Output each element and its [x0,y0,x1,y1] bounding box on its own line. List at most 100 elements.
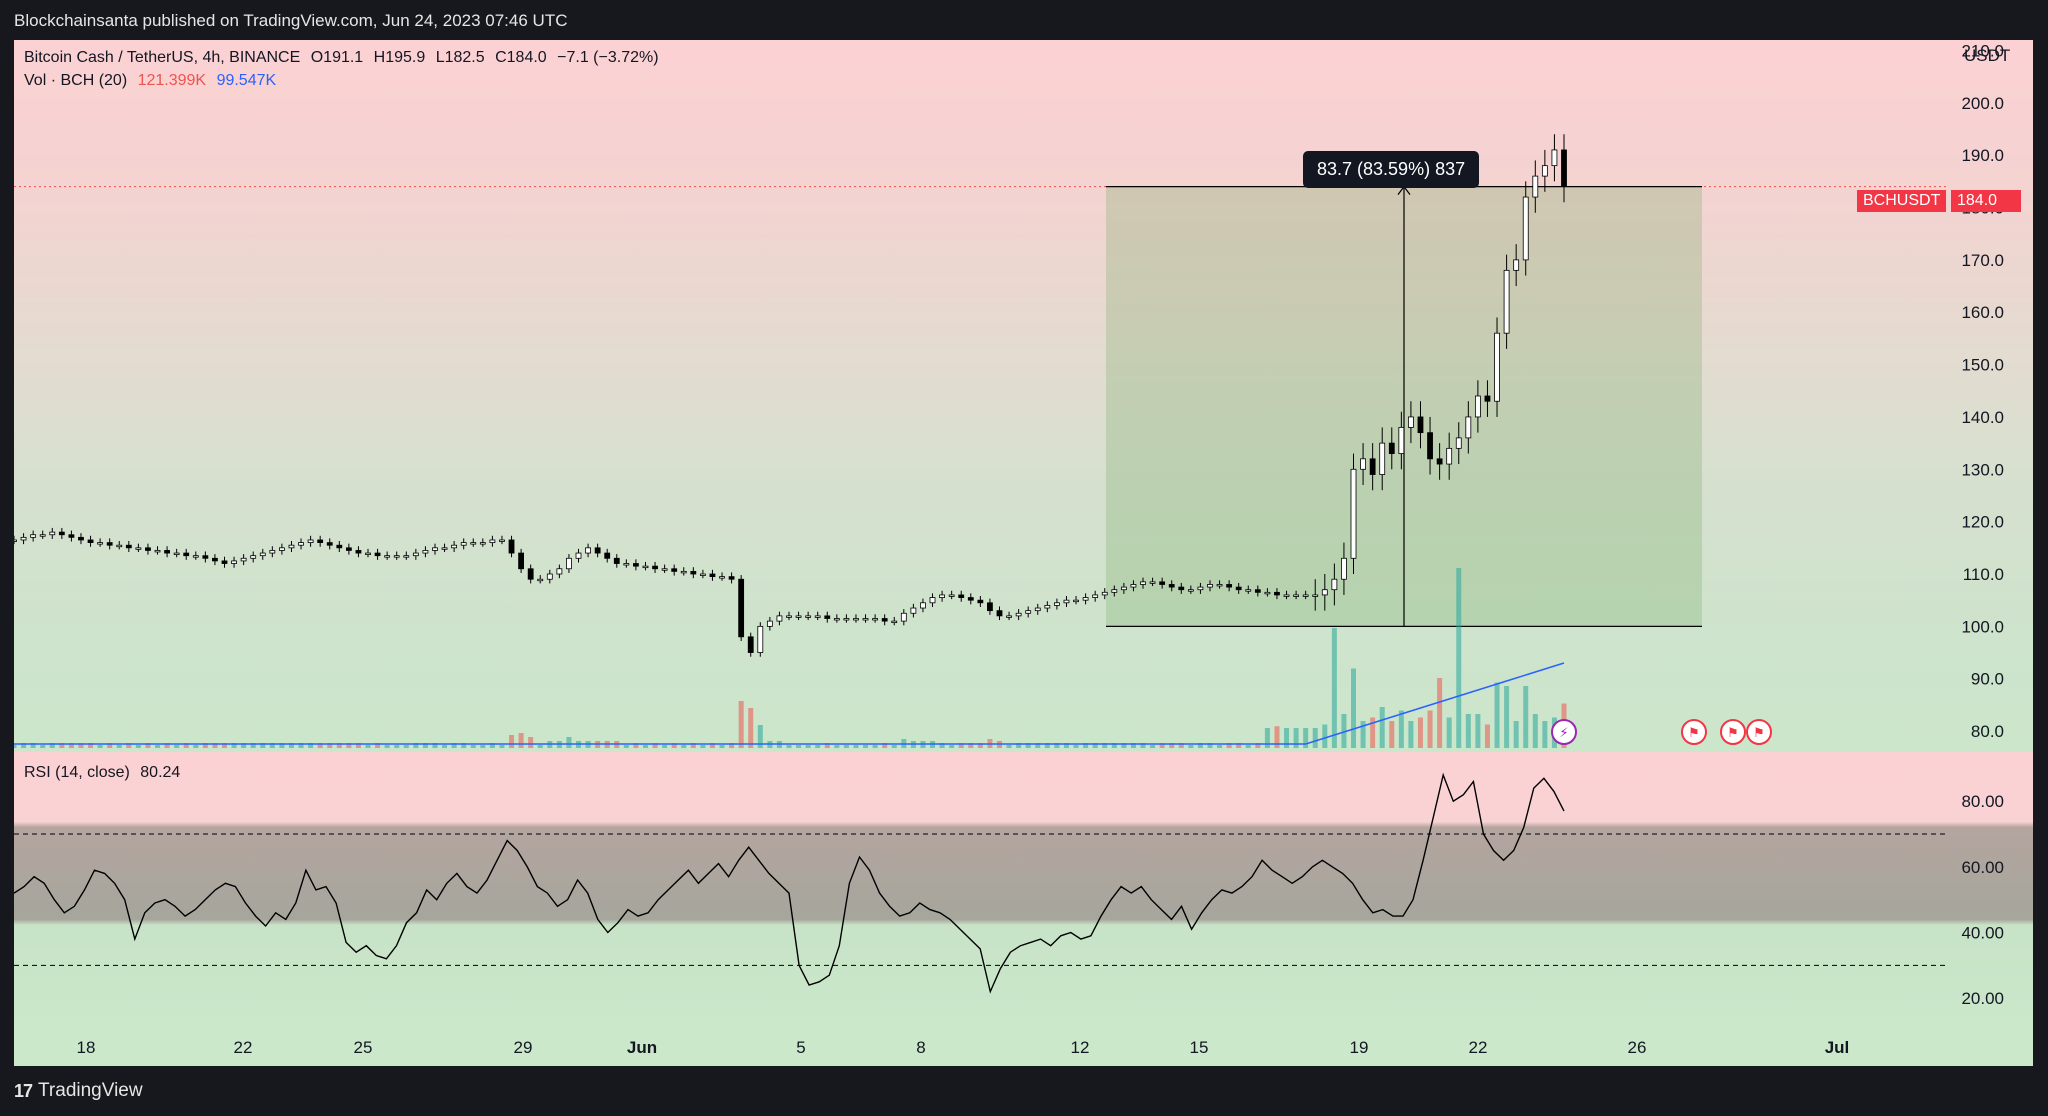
volume-bar [1437,678,1443,748]
volume-bar [317,743,323,748]
brand-name: TradingView [38,1080,143,1101]
candle-body [987,602,993,612]
volume-bar [1274,726,1280,748]
candle-body [58,531,65,536]
symbol-legend[interactable]: Bitcoin Cash / TetherUS, 4h, BINANCE O19… [24,49,665,67]
chart-area[interactable]: ⚡⚑⚑⚑210.0200.0190.0180.0170.0160.0150.01… [14,40,2033,1066]
volume-bar [1150,745,1156,748]
volume-bar [1446,717,1452,748]
top-bar: Blockchainsanta published on TradingView… [0,0,2048,40]
candle-body [1446,447,1453,465]
rsi-tick-label: 40.00 [1961,924,2004,943]
volume-bar [164,743,170,748]
candle-body [1321,589,1328,596]
candle-body [14,539,17,542]
time-tick-label: 8 [916,1038,925,1057]
volume-bar [1044,743,1050,748]
candle-body [307,539,314,543]
candle-body [336,544,343,549]
time-tick-label: 22 [234,1038,253,1057]
candle-body [680,570,687,574]
rsi-tick-label: 20.00 [1961,989,2004,1008]
volume-bar [135,745,141,748]
rsi-legend[interactable]: RSI (14, close) 80.24 [24,764,186,782]
candle-body [518,552,524,570]
volume-bar [346,743,352,748]
volume-bar [97,745,103,748]
measure-label[interactable]: 83.7 (83.59%) 837 [1303,151,1480,188]
candle-body [432,547,438,551]
volume-bar [49,743,55,748]
candle-body [87,539,94,543]
candle-body [1331,578,1338,591]
last-price-tag: 184.0 [1951,190,2021,212]
volume-bar [193,745,199,748]
symbol-title[interactable]: Bitcoin Cash / TetherUS, 4h, BINANCE [24,49,301,66]
candle-body [384,555,391,558]
tradingview-brand[interactable]: 17 TradingView [14,1080,143,1102]
volume-bar [1092,743,1098,748]
volume-bar [221,743,227,748]
price-tick-label: 120.0 [1961,513,2004,532]
price-tick-label: 150.0 [1961,356,2004,375]
volume-bar [442,745,448,748]
time-tick-label: 15 [1190,1038,1209,1057]
volume-bar [126,743,132,748]
volume-bar [1341,714,1347,748]
candle-body [202,555,209,559]
volume-bar [1102,743,1108,748]
volume-label[interactable]: Vol · BCH (20) [24,72,128,89]
volume-bar [977,743,983,748]
candle-body [575,552,582,559]
volume-bar [853,745,859,748]
chart-svg[interactable]: ⚡⚑⚑⚑210.0200.0190.0180.0170.0160.0150.01… [14,40,2033,1066]
volume-legend[interactable]: Vol · BCH (20) 121.399K 99.547K [24,72,282,90]
volume-bar [623,745,629,748]
candle-body [948,594,955,597]
candle-body [1369,458,1376,475]
volume-bar [1456,568,1462,748]
volume-bar [652,743,658,748]
volume-bar [489,743,495,748]
candle-body [862,618,869,621]
currency-label[interactable]: USDT [1964,46,2011,65]
candle-body [1283,594,1290,597]
price-tick-label: 130.0 [1961,460,2004,479]
volume-bar [518,733,524,748]
candle-body [1503,269,1510,334]
price-tick-label: 100.0 [1961,617,2004,636]
time-axis-background [14,1031,2033,1066]
candle-body [489,539,496,543]
candle-body [1484,395,1491,402]
candle-body [269,550,276,554]
volume-bar [671,743,677,748]
candle-body [699,573,706,576]
candle-body [231,560,237,564]
candle-body [566,557,572,570]
candle-body [1494,332,1500,402]
volume-bar [1504,686,1510,748]
volume-bar [1398,710,1404,748]
volume-bar [1121,743,1127,748]
candle-body [738,578,745,638]
low-value: L182.5 [435,49,485,66]
candle-body [1274,591,1280,596]
candle-body [719,576,725,579]
volume-bar [88,743,94,748]
price-tick-label: 160.0 [1961,303,2004,322]
volume-value: 121.399K [137,72,207,89]
price-tick-label: 110.0 [1963,565,2004,584]
candle-body [145,547,151,551]
candle-body [259,552,266,557]
candle-body [441,547,448,550]
volume-bar [1513,721,1519,748]
candle-body [470,542,477,545]
candle-body [833,618,840,621]
candle-body [843,618,850,621]
candle-body [1159,581,1166,585]
candle-body [422,550,429,554]
candle-body [1293,594,1299,597]
volume-bar [1351,668,1357,748]
rsi-label[interactable]: RSI (14, close) [24,764,130,781]
volume-bar [824,743,830,748]
